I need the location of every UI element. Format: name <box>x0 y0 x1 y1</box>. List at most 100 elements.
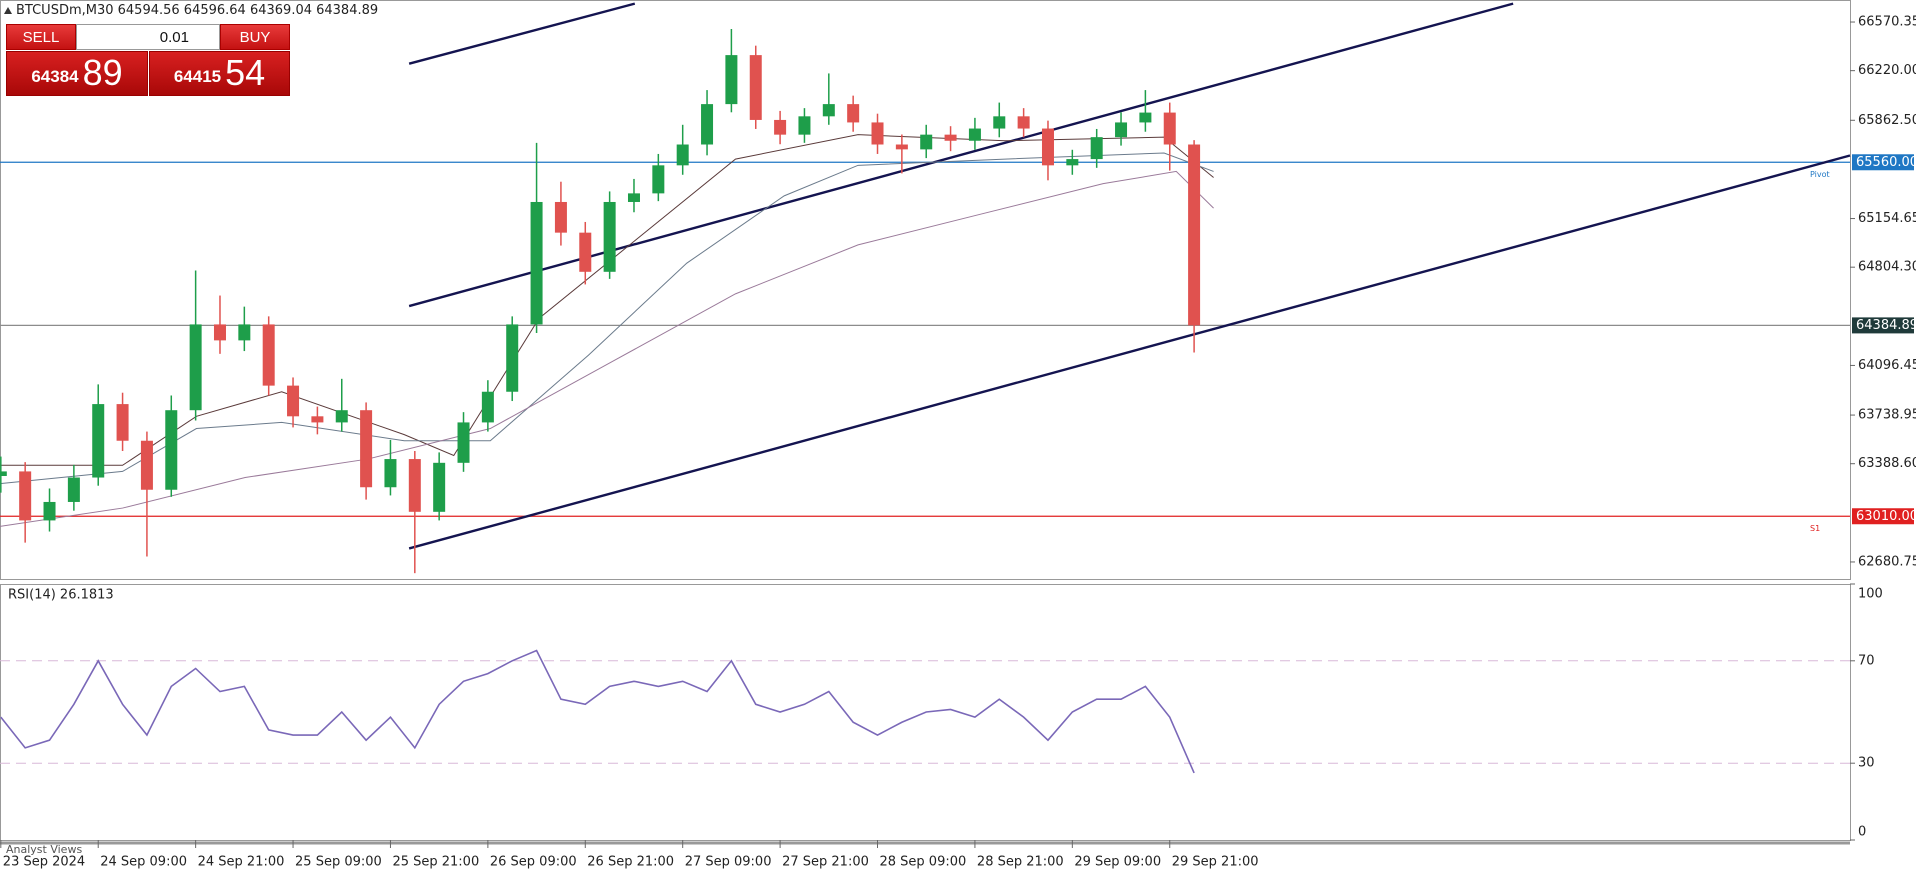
x-tick-label: 27 Sep 09:00 <box>685 855 772 870</box>
y-tick-label: 0 <box>1858 825 1866 840</box>
x-tick-label: 29 Sep 09:00 <box>1074 855 1161 870</box>
candle-body <box>0 471 7 476</box>
candle-body <box>287 385 300 417</box>
candle-body <box>408 459 421 512</box>
candle-body <box>165 410 178 490</box>
candle-body <box>798 116 811 135</box>
candle-body <box>895 144 908 150</box>
candle-body <box>871 122 884 145</box>
trend-line <box>408 2 636 65</box>
y-tick-label: 66220.00 <box>1858 63 1916 78</box>
candle-body <box>847 104 860 123</box>
rsi-panel-border <box>0 584 1851 841</box>
x-tick-label: 24 Sep 21:00 <box>198 855 285 870</box>
candle-body <box>993 116 1006 129</box>
moving-average <box>0 134 1214 466</box>
candle-body <box>554 201 567 233</box>
sell-button[interactable]: SELL <box>6 24 76 50</box>
ask-big: 54 <box>225 52 266 93</box>
analyst-tab[interactable]: Analyst Views <box>6 843 83 856</box>
level-label-bg <box>1852 317 1914 334</box>
y-tick-label: 63738.95 <box>1858 408 1916 423</box>
candle-body <box>384 459 397 488</box>
x-tick-label: 26 Sep 09:00 <box>490 855 577 870</box>
bid-big: 89 <box>82 52 123 93</box>
bid-main: 64384 <box>31 67 79 86</box>
x-tick-label: 26 Sep 21:00 <box>587 855 674 870</box>
candle-body <box>1163 112 1176 145</box>
ask-box[interactable]: 64415 54 <box>149 51 290 96</box>
candle-body <box>360 410 373 488</box>
candle-body <box>652 165 665 194</box>
candle-body <box>725 55 738 105</box>
y-tick-label: 30 <box>1858 756 1875 771</box>
moving-average <box>0 152 1214 485</box>
candle-body <box>1066 159 1079 166</box>
candle-body <box>822 104 835 117</box>
bid-box[interactable]: 64384 89 <box>6 51 148 96</box>
x-tick-label: 27 Sep 21:00 <box>782 855 869 870</box>
candle-body <box>116 404 129 441</box>
level-label: 64384.89 <box>1856 318 1916 333</box>
x-tick-label: 25 Sep 21:00 <box>392 855 479 870</box>
x-tick-label: 23 Sep 2024 <box>3 855 85 870</box>
rsi-title: RSI(14) 26.1813 <box>8 588 114 603</box>
candle-body <box>140 440 153 490</box>
candle-body <box>944 134 957 141</box>
candle-body <box>1090 137 1103 160</box>
rsi-line <box>0 649 1195 774</box>
volume-field[interactable]: 0.01 <box>76 24 220 50</box>
y-tick-label: 63388.60 <box>1858 456 1916 471</box>
trend-line <box>408 154 1851 550</box>
y-tick-label: 65862.50 <box>1858 113 1916 128</box>
candle-body <box>1188 144 1201 326</box>
candle-body <box>67 477 80 502</box>
candle-body <box>238 324 251 341</box>
level-label-bg <box>1852 154 1914 171</box>
candle-body <box>506 324 519 392</box>
candle-body <box>481 391 494 423</box>
level-label: 63010.00 <box>1856 509 1916 524</box>
y-tick-label: 100 <box>1858 587 1883 602</box>
collapse-icon[interactable] <box>4 7 12 14</box>
candle-body <box>433 462 446 512</box>
candle-body <box>1041 128 1054 166</box>
candle-body <box>676 144 689 166</box>
candle-body <box>1115 122 1128 138</box>
ask-main: 64415 <box>173 67 222 86</box>
candle-body <box>627 193 640 202</box>
x-tick-label: 29 Sep 21:00 <box>1172 855 1259 870</box>
moving-average <box>0 170 1214 527</box>
buy-button[interactable]: BUY <box>220 24 290 50</box>
candle-body <box>701 104 714 145</box>
x-tick-label: 24 Sep 09:00 <box>100 855 187 870</box>
candle-body <box>19 471 32 521</box>
candle-body <box>1139 112 1152 123</box>
x-tick-label: 28 Sep 09:00 <box>880 855 967 870</box>
candle-body <box>1017 116 1030 129</box>
candle-body <box>213 324 226 341</box>
candle-body <box>262 324 275 386</box>
level-tag: S1 <box>1810 524 1820 533</box>
candle-body <box>335 410 348 423</box>
candle-body <box>749 55 762 120</box>
main-panel-border <box>0 0 1851 580</box>
y-tick-label: 66570.35 <box>1858 15 1916 30</box>
y-tick-label: 65154.65 <box>1858 211 1916 226</box>
candle-body <box>530 201 543 325</box>
candle-body <box>603 201 616 272</box>
symbol-info: BTCUSDm,M30 64594.56 64596.64 64369.04 6… <box>16 3 379 18</box>
candle-body <box>189 324 202 411</box>
level-tag: Pivot <box>1810 170 1830 179</box>
level-label-bg <box>1852 508 1914 525</box>
y-tick-label: 64804.30 <box>1858 260 1916 275</box>
y-tick-label: 62680.75 <box>1858 554 1916 569</box>
trend-line <box>408 2 1514 308</box>
y-tick-label: 64096.45 <box>1858 358 1916 373</box>
level-label: 65560.00 <box>1856 155 1916 170</box>
candle-body <box>579 232 592 272</box>
candle-body <box>311 416 324 423</box>
candle-body <box>774 119 787 135</box>
